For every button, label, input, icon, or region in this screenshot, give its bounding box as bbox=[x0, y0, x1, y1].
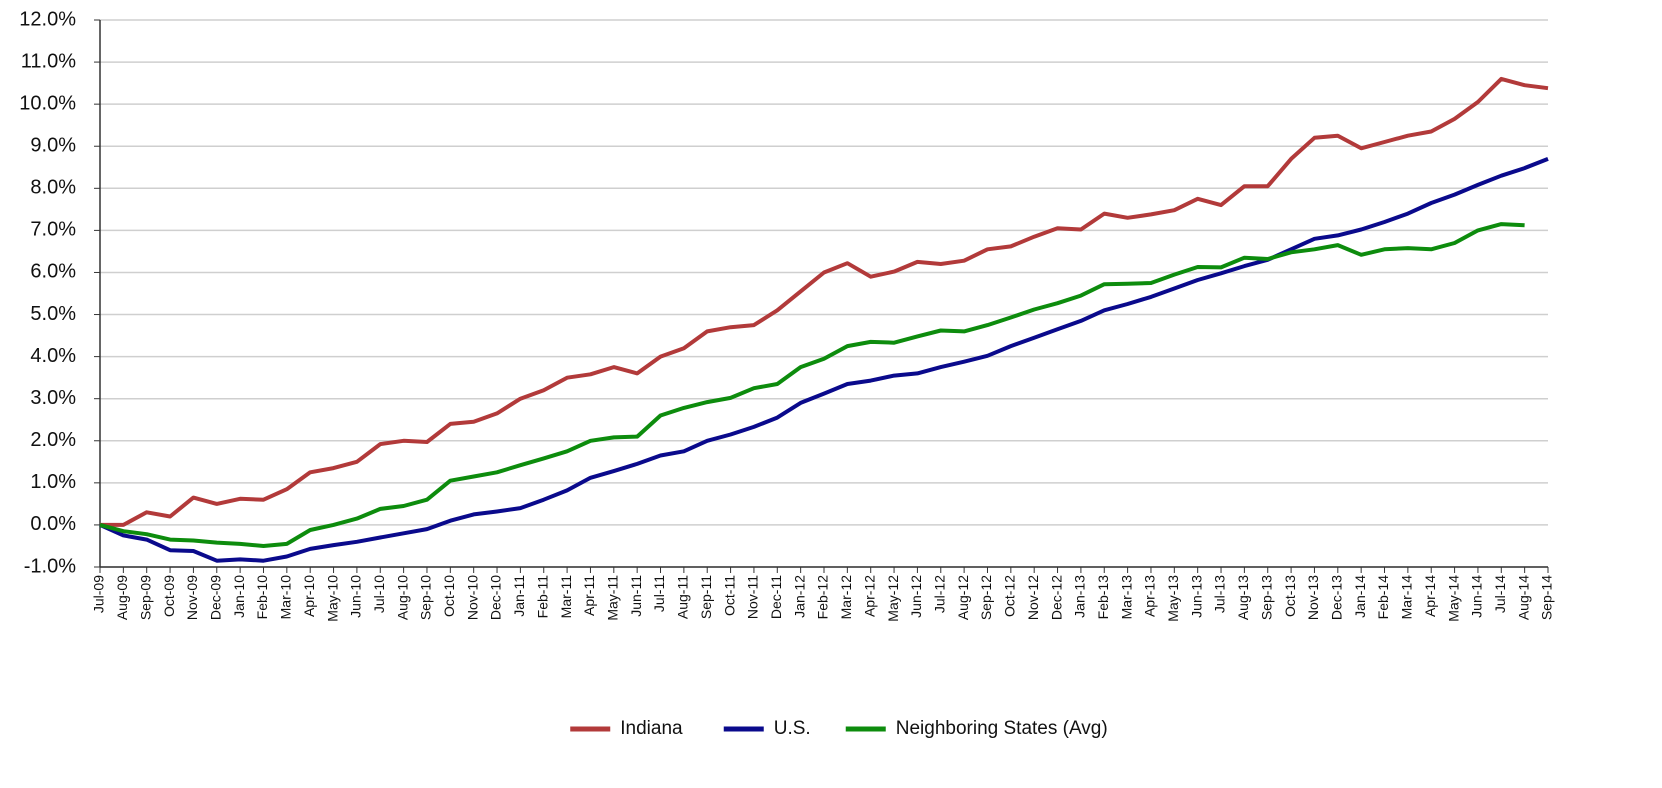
x-tick-label: Oct-12 bbox=[1002, 575, 1018, 617]
legend-label: Neighboring States (Avg) bbox=[896, 718, 1108, 739]
y-tick-label: 9.0% bbox=[30, 135, 76, 157]
x-tick-label: Oct-09 bbox=[161, 575, 177, 617]
x-tick-label: Oct-13 bbox=[1282, 575, 1298, 617]
x-tick-label: Feb-12 bbox=[815, 575, 831, 620]
x-tick-label: Aug-13 bbox=[1235, 575, 1251, 620]
y-tick-label: 10.0% bbox=[19, 92, 76, 114]
x-tick-label: Apr-14 bbox=[1422, 575, 1438, 617]
x-tick-label: Feb-10 bbox=[254, 575, 270, 620]
x-tick-label: Apr-13 bbox=[1142, 575, 1158, 617]
x-tick-label: Feb-11 bbox=[534, 575, 550, 619]
x-tick-label: May-10 bbox=[324, 575, 340, 622]
x-tick-label: Mar-10 bbox=[278, 575, 294, 620]
x-tick-label: Aug-14 bbox=[1515, 575, 1531, 620]
y-tick-label: 2.0% bbox=[30, 429, 76, 451]
y-tick-label: -1.0% bbox=[24, 555, 76, 577]
x-tick-label: Nov-12 bbox=[1025, 575, 1041, 620]
x-tick-label: Jun-10 bbox=[348, 575, 364, 618]
series-line bbox=[99, 157, 1549, 563]
y-tick-label: 0.0% bbox=[30, 513, 76, 535]
x-tick-label: May-14 bbox=[1445, 575, 1461, 622]
y-tick-label: 4.0% bbox=[30, 345, 76, 367]
x-tick-label: Jan-11 bbox=[511, 575, 527, 617]
x-tick-label: Jan-13 bbox=[1072, 575, 1088, 618]
legend-label: Indiana bbox=[620, 718, 683, 739]
x-tick-label: Aug-12 bbox=[955, 575, 971, 620]
x-tick-label: Dec-12 bbox=[1048, 575, 1064, 620]
x-tick-label: May-13 bbox=[1165, 575, 1181, 622]
y-tick-label: 11.0% bbox=[21, 50, 76, 72]
x-tick-label: Nov-11 bbox=[745, 575, 761, 619]
x-tick-label: Apr-10 bbox=[301, 575, 317, 617]
x-tick-label: Jun-14 bbox=[1469, 575, 1485, 618]
x-tick-label: Nov-09 bbox=[184, 575, 200, 620]
y-tick-label: 8.0% bbox=[30, 177, 76, 199]
x-tick-label: Mar-14 bbox=[1399, 575, 1415, 620]
series-line bbox=[100, 76, 1549, 527]
y-tick-label: 1.0% bbox=[30, 471, 76, 493]
x-tick-label: Mar-13 bbox=[1118, 575, 1134, 620]
x-tick-label: Sep-13 bbox=[1258, 575, 1274, 620]
legend-label: U.S. bbox=[774, 718, 811, 739]
x-tick-label: Jun-12 bbox=[908, 575, 924, 618]
x-tick-label: Nov-13 bbox=[1305, 575, 1321, 620]
x-tick-label: Sep-14 bbox=[1539, 575, 1555, 620]
x-tick-label: Feb-14 bbox=[1375, 575, 1391, 620]
x-tick-label: May-11 bbox=[605, 575, 621, 621]
x-tick-label: Feb-13 bbox=[1095, 575, 1111, 620]
x-tick-label: Mar-12 bbox=[838, 575, 854, 620]
x-tick-label: Sep-10 bbox=[418, 575, 434, 620]
y-tick-label: 7.0% bbox=[30, 219, 76, 241]
x-tick-label: Apr-12 bbox=[861, 575, 877, 617]
x-tick-label: Jul-13 bbox=[1212, 575, 1228, 613]
x-tick-label: Jan-10 bbox=[231, 575, 247, 618]
y-tick-label: 12.0% bbox=[19, 8, 76, 30]
x-tick-label: Jan-14 bbox=[1352, 575, 1368, 618]
x-tick-label: Aug-09 bbox=[114, 575, 130, 620]
x-tick-label: Dec-09 bbox=[207, 575, 223, 620]
y-tick-label: 6.0% bbox=[30, 261, 76, 283]
x-tick-label: Aug-11 bbox=[675, 575, 691, 619]
x-tick-label: Oct-11 bbox=[721, 575, 737, 616]
x-tick-label: Jun-13 bbox=[1188, 575, 1204, 618]
x-tick-label: Apr-11 bbox=[581, 575, 597, 616]
y-tick-label: 3.0% bbox=[30, 387, 76, 409]
x-tick-label: Dec-11 bbox=[768, 575, 784, 619]
x-tick-label: Mar-11 bbox=[558, 575, 574, 619]
x-tick-label: Dec-13 bbox=[1329, 575, 1345, 620]
x-tick-label: Sep-09 bbox=[137, 575, 153, 620]
x-tick-label: Jul-10 bbox=[371, 575, 387, 613]
x-tick-label: Jul-11 bbox=[651, 575, 667, 612]
x-tick-label: Jun-11 bbox=[628, 575, 644, 617]
x-tick-label: Oct-10 bbox=[441, 575, 457, 617]
x-tick-label: Jul-14 bbox=[1492, 575, 1508, 613]
x-tick-label: Jul-09 bbox=[91, 575, 107, 613]
x-tick-label: Jul-12 bbox=[931, 575, 947, 613]
x-tick-label: Aug-10 bbox=[394, 575, 410, 620]
x-tick-label: Sep-11 bbox=[698, 575, 714, 619]
x-tick-label: Sep-12 bbox=[978, 575, 994, 620]
x-tick-label: Nov-10 bbox=[464, 575, 480, 620]
y-tick-label: 5.0% bbox=[30, 303, 76, 325]
series-line bbox=[99, 222, 1525, 548]
x-tick-label: Jan-12 bbox=[791, 575, 807, 618]
x-tick-label: Dec-10 bbox=[488, 575, 504, 620]
x-tick-label: May-12 bbox=[885, 575, 901, 622]
